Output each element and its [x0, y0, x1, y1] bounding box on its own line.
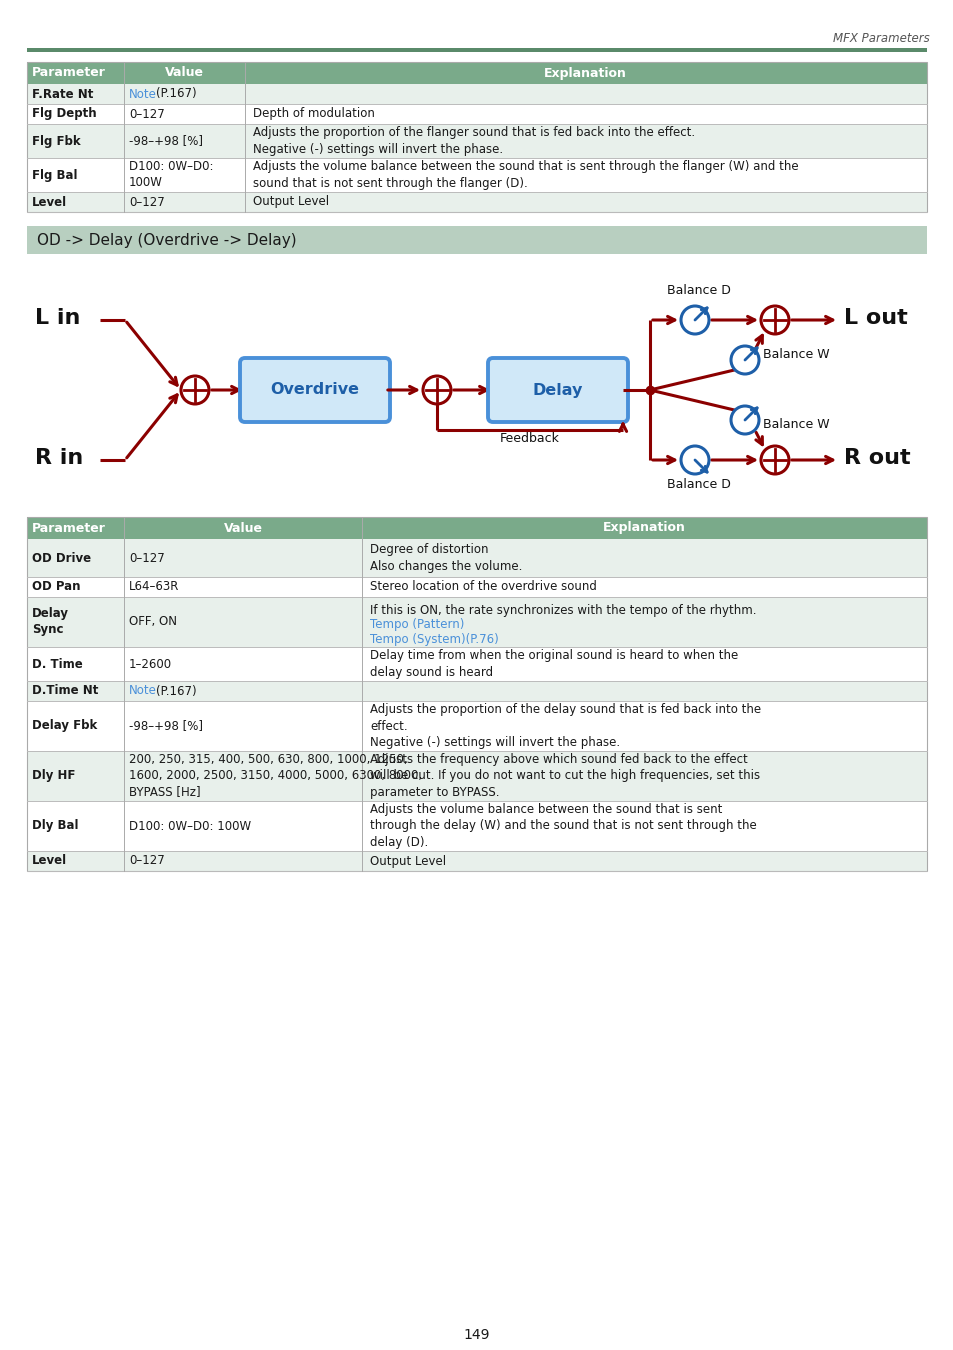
Text: Delay Fbk: Delay Fbk — [32, 720, 97, 733]
Circle shape — [730, 406, 759, 433]
Text: F.Rate Nt: F.Rate Nt — [32, 88, 93, 100]
Text: Tempo (System)(P.76): Tempo (System)(P.76) — [370, 633, 498, 645]
Bar — [27, 158, 926, 192]
Text: Dly HF: Dly HF — [32, 769, 75, 783]
Bar — [27, 680, 926, 701]
Circle shape — [422, 377, 451, 404]
Text: Tempo (Pattern): Tempo (Pattern) — [370, 618, 464, 632]
Text: Balance D: Balance D — [666, 284, 730, 297]
Circle shape — [760, 306, 788, 333]
Bar — [27, 49, 926, 53]
Text: Value: Value — [164, 66, 203, 80]
Text: Balance D: Balance D — [666, 478, 730, 491]
Bar — [27, 225, 926, 254]
Bar — [27, 62, 926, 212]
Bar — [27, 597, 926, 647]
Text: D100: 0W–D0: 100W: D100: 0W–D0: 100W — [129, 819, 251, 833]
Text: (P.167): (P.167) — [156, 684, 196, 698]
Text: R in: R in — [35, 448, 83, 468]
Bar — [27, 192, 926, 212]
Text: -98–+98 [%]: -98–+98 [%] — [129, 720, 203, 733]
Text: R out: R out — [843, 448, 910, 468]
Text: D.Time Nt: D.Time Nt — [32, 684, 98, 698]
Circle shape — [760, 446, 788, 474]
Bar — [27, 850, 926, 871]
Text: Level: Level — [32, 855, 67, 868]
Text: Flg Depth: Flg Depth — [32, 108, 96, 120]
Bar — [27, 647, 926, 680]
Text: Stereo location of the overdrive sound: Stereo location of the overdrive sound — [370, 580, 597, 594]
FancyBboxPatch shape — [240, 358, 390, 423]
Text: Degree of distortion
Also changes the volume.: Degree of distortion Also changes the vo… — [370, 543, 522, 572]
Text: Adjusts the volume balance between the sound that is sent through the flanger (W: Adjusts the volume balance between the s… — [253, 161, 798, 190]
Text: -98–+98 [%]: -98–+98 [%] — [129, 135, 203, 147]
Text: D100: 0W–D0:
100W: D100: 0W–D0: 100W — [129, 161, 213, 189]
Text: 0–127: 0–127 — [129, 855, 165, 868]
Text: Note: Note — [129, 88, 156, 100]
Circle shape — [680, 306, 708, 333]
Text: MFX Parameters: MFX Parameters — [832, 31, 929, 45]
Text: Overdrive: Overdrive — [271, 382, 359, 397]
Text: L in: L in — [35, 308, 80, 328]
Text: 0–127: 0–127 — [129, 196, 165, 208]
Text: OD -> Delay (Overdrive -> Delay): OD -> Delay (Overdrive -> Delay) — [37, 232, 296, 247]
Text: Parameter: Parameter — [32, 66, 106, 80]
Text: Level: Level — [32, 196, 67, 208]
Text: Explanation: Explanation — [543, 66, 626, 80]
Bar — [27, 517, 926, 871]
Text: Adjusts the volume balance between the sound that is sent
through the delay (W) : Adjusts the volume balance between the s… — [370, 803, 756, 849]
Bar — [27, 517, 926, 539]
Text: Delay
Sync: Delay Sync — [32, 608, 69, 636]
Text: Balance W: Balance W — [762, 348, 829, 362]
Text: Feedback: Feedback — [499, 432, 559, 446]
Text: If this is ON, the rate synchronizes with the tempo of the rhythm.: If this is ON, the rate synchronizes wit… — [370, 603, 756, 617]
Text: 200, 250, 315, 400, 500, 630, 800, 1000, 1250,
1600, 2000, 2500, 3150, 4000, 500: 200, 250, 315, 400, 500, 630, 800, 1000,… — [129, 753, 421, 798]
Text: Adjusts the proportion of the delay sound that is fed back into the
effect.
Nega: Adjusts the proportion of the delay soun… — [370, 703, 760, 749]
Bar — [27, 701, 926, 751]
Bar — [27, 576, 926, 597]
Text: Output Level: Output Level — [253, 196, 329, 208]
Text: Depth of modulation: Depth of modulation — [253, 108, 375, 120]
Text: 1–2600: 1–2600 — [129, 657, 172, 671]
Text: Adjusts the proportion of the flanger sound that is fed back into the effect.
Ne: Adjusts the proportion of the flanger so… — [253, 126, 695, 157]
Text: Value: Value — [223, 521, 262, 535]
Circle shape — [181, 377, 209, 404]
Text: Dly Bal: Dly Bal — [32, 819, 78, 833]
Bar — [27, 124, 926, 158]
Text: L64–63R: L64–63R — [129, 580, 179, 594]
Text: Balance W: Balance W — [762, 418, 829, 432]
Text: Parameter: Parameter — [32, 521, 106, 535]
Text: Flg Fbk: Flg Fbk — [32, 135, 81, 147]
Text: Flg Bal: Flg Bal — [32, 169, 77, 181]
Text: Adjusts the frequency above which sound fed back to the effect
will be cut. If y: Adjusts the frequency above which sound … — [370, 753, 760, 799]
Bar — [27, 751, 926, 801]
Text: 0–127: 0–127 — [129, 552, 165, 564]
Text: Note: Note — [129, 684, 156, 698]
Text: 149: 149 — [463, 1328, 490, 1342]
Text: D. Time: D. Time — [32, 657, 83, 671]
FancyBboxPatch shape — [488, 358, 627, 423]
Bar — [27, 539, 926, 576]
Circle shape — [680, 446, 708, 474]
Bar — [27, 84, 926, 104]
Text: OD Drive: OD Drive — [32, 552, 91, 564]
Text: Explanation: Explanation — [602, 521, 684, 535]
Text: Output Level: Output Level — [370, 855, 446, 868]
Text: (P.167): (P.167) — [156, 88, 196, 100]
Text: L out: L out — [843, 308, 907, 328]
Bar — [27, 104, 926, 124]
Bar — [27, 62, 926, 84]
Bar — [27, 801, 926, 850]
Text: Delay: Delay — [533, 382, 582, 397]
Text: OD Pan: OD Pan — [32, 580, 80, 594]
Text: 0–127: 0–127 — [129, 108, 165, 120]
Text: OFF, ON: OFF, ON — [129, 616, 177, 629]
Circle shape — [730, 346, 759, 374]
Text: Delay time from when the original sound is heard to when the
delay sound is hear: Delay time from when the original sound … — [370, 649, 738, 679]
